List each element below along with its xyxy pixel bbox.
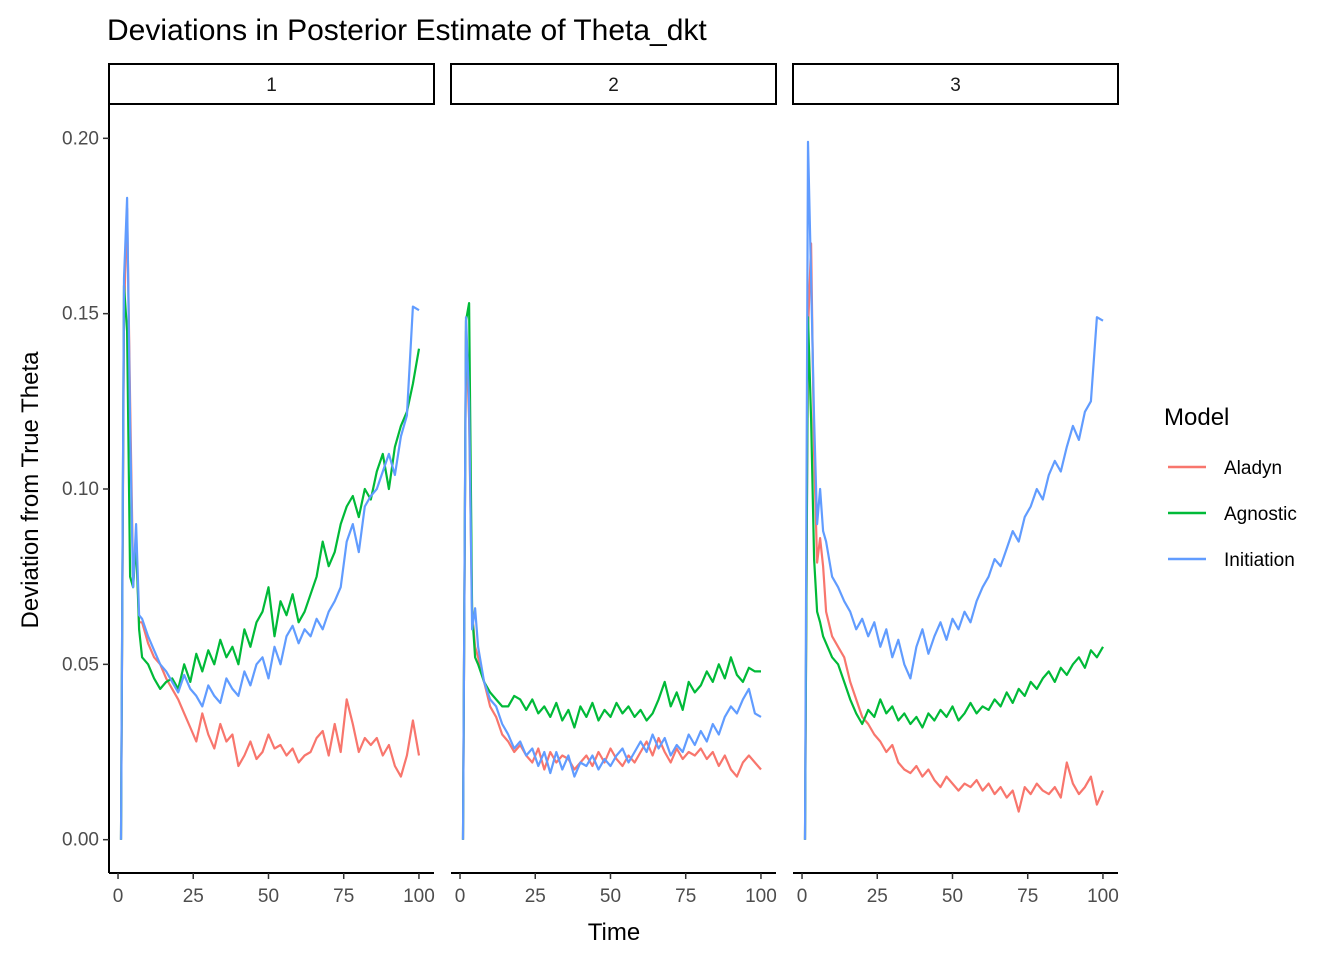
x-axis-label: Time <box>588 919 640 946</box>
x-tick-label: 75 <box>333 886 354 907</box>
x-tick-label: 75 <box>675 886 696 907</box>
y-tick-label: 0.20 <box>62 128 99 149</box>
x-tick-label: 50 <box>600 886 621 907</box>
x-tick-label: 100 <box>403 886 435 907</box>
series-line-initiation <box>461 316 762 840</box>
series-line-aladyn <box>461 330 762 840</box>
series-line-agnostic <box>119 284 421 840</box>
x-tick-label: 100 <box>1087 886 1119 907</box>
facet-strip <box>450 63 777 105</box>
x-tick-label: 25 <box>867 886 888 907</box>
legend-label: Aladyn <box>1224 458 1282 479</box>
legend-item-initiation: Initiation <box>1168 550 1295 571</box>
series-line-agnostic <box>461 302 761 840</box>
y-tick-label: 0.10 <box>62 479 99 500</box>
series-line-aladyn <box>803 242 1105 840</box>
series-line-agnostic <box>803 316 1104 840</box>
facet-strip-label: 2 <box>608 75 619 96</box>
facet-strip-label: 1 <box>266 75 277 96</box>
y-tick-label: 0.00 <box>62 830 99 851</box>
y-axis: 0.00 0.05 0.10 0.15 0.20 <box>62 105 110 873</box>
facet-strip <box>108 63 435 105</box>
y-tick-label: 0.05 <box>62 654 99 675</box>
facet-strip-label: 3 <box>950 75 961 96</box>
legend-item-agnostic: Agnostic <box>1168 504 1297 525</box>
legend-label: Agnostic <box>1224 504 1297 525</box>
series-line-initiation <box>803 140 1104 840</box>
y-axis-label: Deviation from True Theta <box>17 351 44 629</box>
x-tick-label: 25 <box>525 886 546 907</box>
x-tick-label: 50 <box>942 886 963 907</box>
x-tick-label: 25 <box>183 886 204 907</box>
series-line-aladyn <box>119 207 421 840</box>
x-tick-label: 75 <box>1017 886 1038 907</box>
facet-panel-1: 1 0 25 50 75 100 <box>108 63 435 907</box>
y-tick-label: 0.15 <box>62 304 99 325</box>
x-tick-label: 0 <box>455 886 466 907</box>
x-tick-label: 0 <box>797 886 808 907</box>
facet-strip <box>792 63 1119 105</box>
chart-title: Deviations in Posterior Estimate of Thet… <box>107 14 707 47</box>
legend-title: Model <box>1164 404 1229 431</box>
x-tick-label: 100 <box>745 886 777 907</box>
x-tick-label: 50 <box>258 886 279 907</box>
legend-label: Initiation <box>1224 550 1295 571</box>
legend: Model Aladyn Agnostic Initiation <box>1164 404 1297 571</box>
series-line-initiation <box>119 196 420 840</box>
facet-panel-2: 2 0 25 50 75 100 <box>450 63 777 907</box>
x-tick-label: 0 <box>113 886 124 907</box>
facet-panel-3: 3 0 25 50 75 100 <box>792 63 1119 907</box>
legend-item-aladyn: Aladyn <box>1168 458 1282 479</box>
